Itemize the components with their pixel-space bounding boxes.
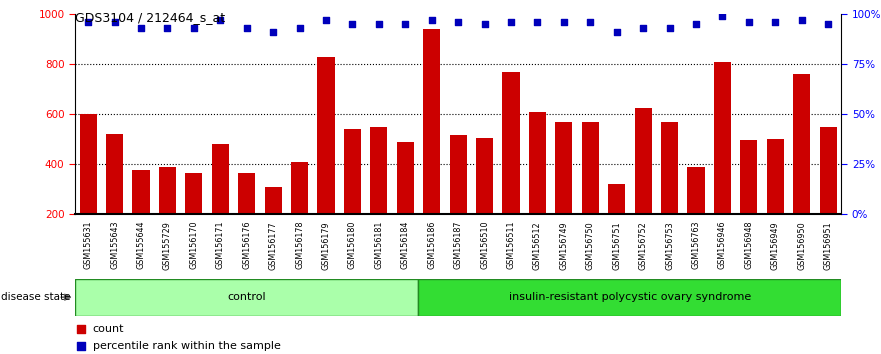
Point (821, 21, 835, 27)
Bar (317, 57, 335, 264)
Bar (291, 162, 308, 264)
Point (636, 25, 650, 31)
Text: GSM156176: GSM156176 (242, 221, 251, 269)
Point (478, 21, 492, 27)
Text: GSM155644: GSM155644 (137, 221, 145, 269)
Point (372, 21, 386, 27)
Bar (418, 279, 841, 316)
Point (160, 25, 174, 31)
Bar (819, 127, 837, 264)
Text: GSM155729: GSM155729 (163, 221, 172, 270)
Point (451, 19, 465, 25)
Text: control: control (227, 292, 266, 302)
Bar (159, 167, 176, 264)
Bar (238, 173, 255, 264)
Point (742, 19, 756, 25)
Point (530, 19, 544, 25)
Text: GSM156170: GSM156170 (189, 221, 198, 269)
Text: insulin-resistant polycystic ovary syndrome: insulin-resistant polycystic ovary syndr… (509, 292, 751, 302)
Point (425, 17, 439, 23)
Point (134, 25, 148, 31)
Bar (793, 74, 811, 264)
Bar (502, 72, 520, 264)
Text: GSM156511: GSM156511 (507, 221, 515, 269)
Bar (264, 187, 282, 264)
Point (213, 17, 227, 23)
Bar (581, 122, 599, 264)
Bar (766, 139, 784, 264)
Point (81, 19, 95, 25)
Bar (211, 144, 229, 264)
Text: GSM156184: GSM156184 (401, 221, 410, 269)
Bar (740, 141, 758, 264)
Text: GSM156751: GSM156751 (612, 221, 621, 269)
Point (715, 13, 729, 19)
Point (348, 263, 362, 268)
Bar (344, 129, 361, 264)
Bar (75, 279, 418, 316)
Point (610, 29, 624, 35)
Text: GSM156186: GSM156186 (427, 221, 436, 269)
Bar (79, 114, 97, 264)
Text: GSM156510: GSM156510 (480, 221, 489, 269)
Text: GSM156171: GSM156171 (216, 221, 225, 269)
Text: GSM156749: GSM156749 (559, 221, 568, 269)
Text: GSM156180: GSM156180 (348, 221, 357, 269)
Bar (106, 134, 123, 264)
Text: GSM156752: GSM156752 (639, 221, 648, 270)
Point (266, 29, 280, 35)
Bar (185, 173, 203, 264)
Bar (634, 108, 652, 264)
Text: GSM156512: GSM156512 (533, 221, 542, 269)
Bar (608, 184, 626, 264)
Point (240, 25, 254, 31)
Bar (449, 136, 467, 264)
Bar (555, 122, 573, 264)
Bar (370, 127, 388, 264)
Text: GSM155643: GSM155643 (110, 221, 119, 269)
Text: disease state: disease state (1, 292, 70, 302)
Text: GSM156177: GSM156177 (269, 221, 278, 269)
Text: percentile rank within the sample: percentile rank within the sample (93, 341, 280, 351)
Text: GSM156187: GSM156187 (454, 221, 463, 269)
Text: GSM156750: GSM156750 (586, 221, 595, 269)
Point (292, 25, 307, 31)
Bar (714, 62, 731, 264)
Point (398, 21, 412, 27)
Bar (132, 170, 150, 264)
Text: GSM156948: GSM156948 (744, 221, 753, 269)
Point (319, 17, 333, 23)
Point (348, 102, 362, 107)
Point (557, 19, 571, 25)
Text: GSM156951: GSM156951 (824, 221, 833, 269)
Point (689, 21, 703, 27)
Text: GSM156179: GSM156179 (322, 221, 330, 269)
Text: GSM156949: GSM156949 (771, 221, 780, 269)
Text: GSM156763: GSM156763 (692, 221, 700, 269)
Point (663, 25, 677, 31)
Text: GSM156178: GSM156178 (295, 221, 304, 269)
Point (768, 19, 782, 25)
Text: count: count (93, 324, 124, 333)
Bar (396, 142, 414, 264)
Point (107, 19, 122, 25)
Bar (423, 29, 440, 264)
Bar (661, 122, 678, 264)
Point (795, 17, 809, 23)
Text: GSM156753: GSM156753 (665, 221, 674, 269)
Bar (687, 167, 705, 264)
Point (504, 19, 518, 25)
Text: GDS3104 / 212464_s_at: GDS3104 / 212464_s_at (75, 11, 225, 24)
Text: GSM156181: GSM156181 (374, 221, 383, 269)
Text: GSM155631: GSM155631 (84, 221, 93, 269)
Text: GSM156950: GSM156950 (797, 221, 806, 269)
Text: GSM156946: GSM156946 (718, 221, 727, 269)
Point (583, 19, 597, 25)
Bar (529, 112, 546, 264)
Bar (476, 138, 493, 264)
Point (345, 21, 359, 27)
Point (187, 25, 201, 31)
